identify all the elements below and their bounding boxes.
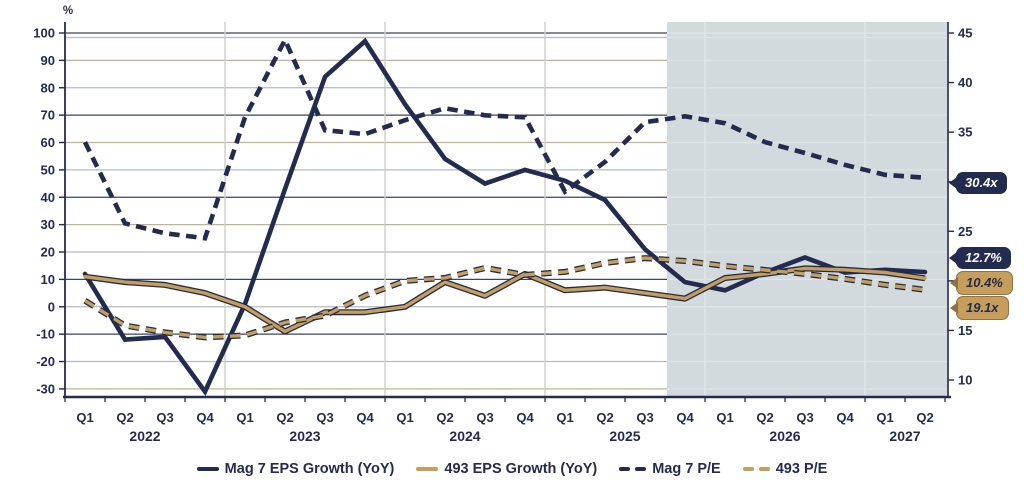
legend-item-493-pe: 493 P/E: [742, 461, 828, 477]
y-axis-tick-label: 15: [958, 323, 972, 338]
dashed-navy-line-icon: [619, 466, 647, 472]
x-axis-quarter-label: Q4: [516, 410, 534, 425]
x-axis-year-label: 2023: [289, 428, 320, 444]
x-axis-year-label: 2026: [769, 428, 800, 444]
end-label-mag7-eps-text: 12.7%: [965, 250, 1002, 265]
y-axis-tick-label: -10: [36, 327, 55, 342]
end-label-mag7-pe-text: 30.4x: [965, 175, 998, 190]
end-label-mag7-pe: 30.4x: [956, 172, 1007, 194]
end-label-493-pe-text: 19.1x: [966, 300, 999, 315]
x-axis-quarter-label: Q2: [276, 410, 293, 425]
x-axis-quarter-label: Q3: [796, 410, 813, 425]
x-axis-quarter-label: Q4: [676, 410, 694, 425]
y-axis-tick-label: 30: [41, 217, 55, 232]
legend-label: 493 EPS Growth (YoY): [444, 461, 598, 477]
x-axis-quarter-label: Q2: [916, 410, 933, 425]
series-line-mag-7-p-e: [82, 34, 926, 241]
y-axis-tick-label: 90: [41, 53, 55, 68]
y-axis-tick-label: 35: [958, 125, 972, 140]
y-axis-tick-label: 10: [958, 373, 972, 388]
dashed-tan-line-icon: [742, 466, 770, 472]
end-label-493-pe: 19.1x: [956, 296, 1009, 320]
x-axis-quarter-label: Q3: [636, 410, 653, 425]
y-axis-tick-label: -20: [36, 354, 55, 369]
series-line-493-p-e: [84, 256, 926, 340]
y-axis-tick-label: 70: [41, 108, 55, 123]
y-axis-tick-label: 25: [958, 224, 972, 239]
legend-item-mag7-pe: Mag 7 P/E: [619, 461, 721, 477]
x-axis-quarter-label: Q4: [836, 410, 854, 425]
y-axis-tick-label: 100: [33, 26, 55, 41]
chart-svg: 1009080706050403020100-10-20-30454035251…: [33, 5, 972, 444]
x-axis-quarter-label: Q2: [596, 410, 613, 425]
x-axis-quarter-label: Q4: [356, 410, 374, 425]
y-axis-tick-label: 0: [48, 299, 55, 314]
x-axis-quarter-label: Q2: [756, 410, 773, 425]
x-axis-quarter-label: Q1: [396, 410, 413, 425]
legend-item-493-eps: 493 EPS Growth (YoY): [416, 461, 597, 477]
y-axis-tick-label: 20: [41, 245, 55, 260]
y-axis-tick-label: 50: [41, 162, 55, 177]
solid-tan-line-icon: [416, 466, 439, 472]
x-axis-quarter-label: Q3: [156, 410, 173, 425]
end-label-493-eps-text: 10.4%: [966, 275, 1003, 290]
legend-label: 493 P/E: [775, 461, 828, 477]
series-line-mag-7-eps-growth-yoy-: [82, 37, 928, 397]
y-axis-tick-label: 60: [41, 135, 55, 150]
x-axis-quarter-label: Q2: [436, 410, 453, 425]
x-axis-quarter-label: Q3: [316, 410, 333, 425]
y-axis-unit-label: %: [63, 5, 73, 17]
x-axis-year-label: 2022: [129, 428, 160, 444]
y-axis-tick-label: 45: [958, 26, 972, 41]
end-label-493-eps: 10.4%: [956, 271, 1013, 295]
x-axis-quarter-label: Q4: [196, 410, 214, 425]
forecast-shaded-region: [667, 22, 948, 397]
chart-legend: Mag 7 EPS Growth (YoY) 493 EPS Growth (Y…: [0, 461, 1024, 477]
legend-label: Mag 7 P/E: [652, 461, 721, 477]
y-axis-tick-label: 10: [41, 272, 55, 287]
y-axis-tick-label: 40: [958, 75, 972, 90]
legend-label: Mag 7 EPS Growth (YoY): [224, 461, 395, 477]
x-axis-year-label: 2024: [449, 428, 480, 444]
legend-item-mag7-eps: Mag 7 EPS Growth (YoY): [196, 461, 395, 477]
y-axis-tick-label: -30: [36, 381, 55, 396]
x-axis-quarter-label: Q1: [556, 410, 573, 425]
y-axis-tick-label: 80: [41, 80, 55, 95]
end-label-mag7-eps: 12.7%: [956, 247, 1011, 269]
x-axis-year-label: 2025: [609, 428, 640, 444]
x-axis-quarter-label: Q1: [716, 410, 733, 425]
solid-navy-line-icon: [196, 466, 219, 472]
x-axis-quarter-label: Q1: [876, 410, 893, 425]
y-axis-tick-label: 40: [41, 190, 55, 205]
x-axis-quarter-label: Q3: [476, 410, 493, 425]
x-axis-quarter-label: Q2: [116, 410, 133, 425]
x-axis-year-label: 2027: [889, 428, 920, 444]
x-axis-quarter-label: Q1: [76, 410, 93, 425]
x-axis-quarter-label: Q1: [236, 410, 253, 425]
